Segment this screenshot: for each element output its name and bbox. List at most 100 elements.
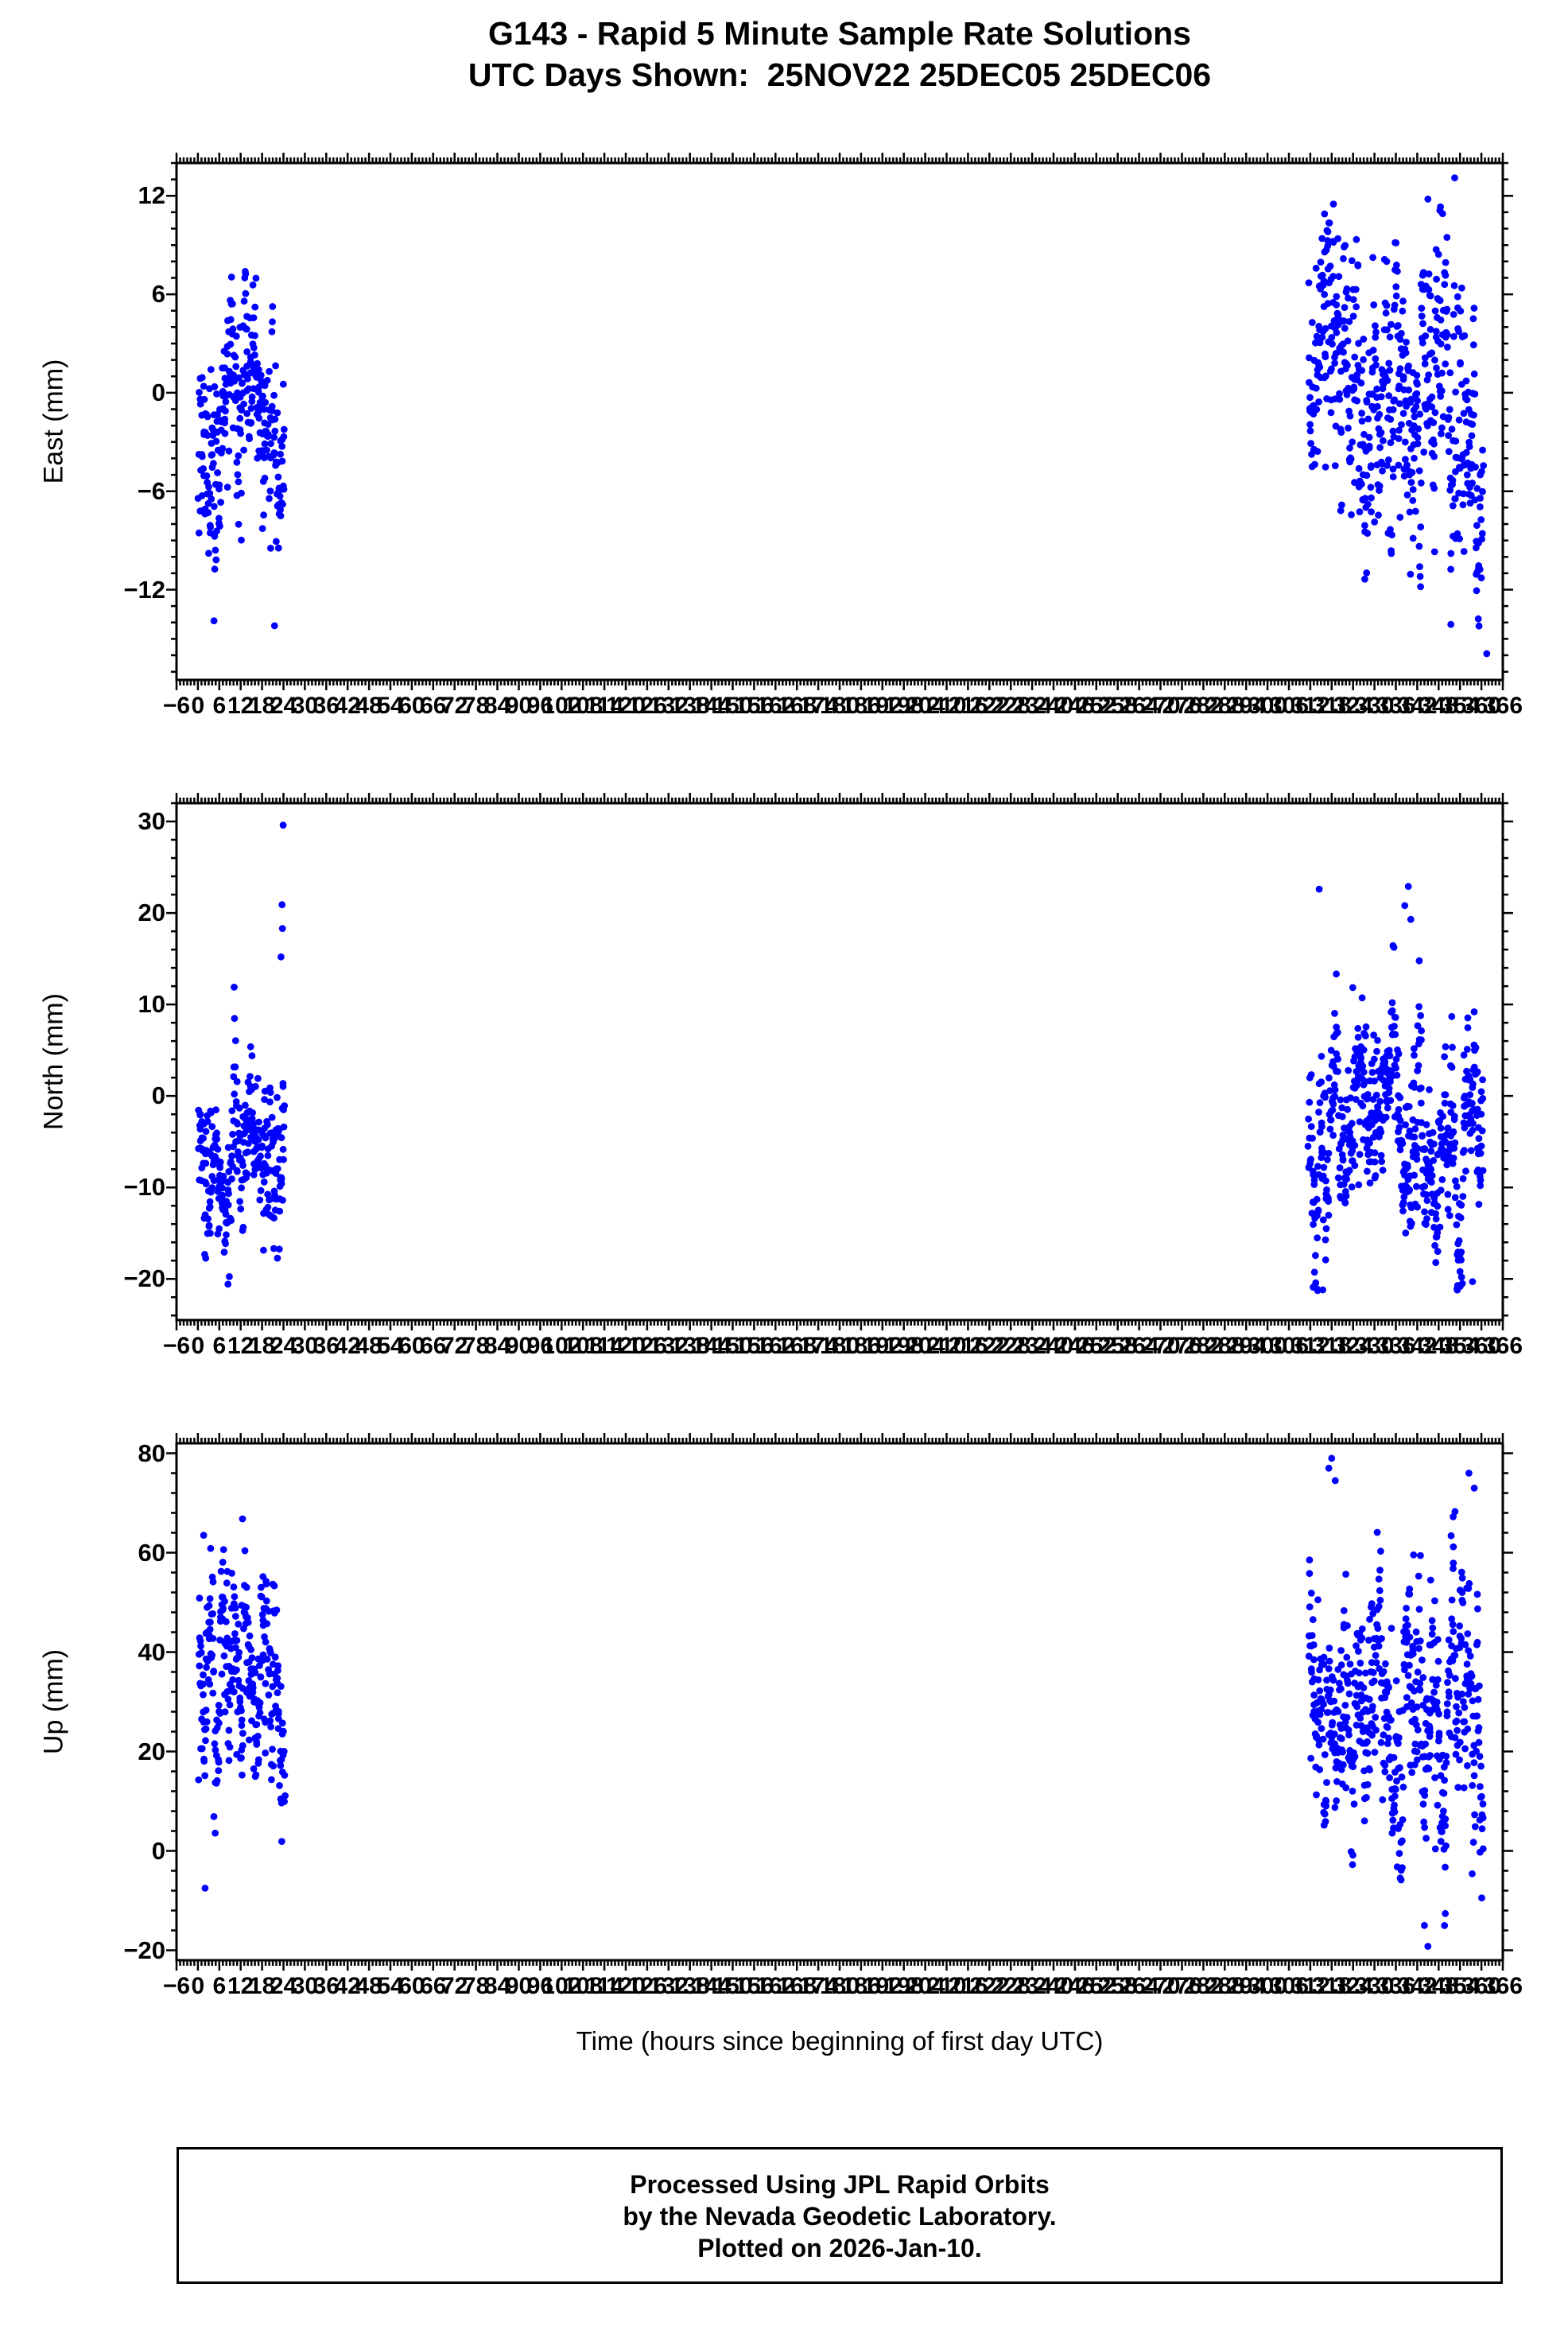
x-tick-label: 288 [1205,1333,1245,1359]
x-tick-label: 258 [1097,1973,1138,1999]
x-tick-label: 228 [991,693,1031,719]
plot-frame [175,161,1504,682]
x-tick-label: 216 [948,1333,988,1359]
x-tick-label: 138 [670,1333,710,1359]
x-tick-label: 126 [627,1973,667,1999]
footer-line2: by the Nevada Geodetic Laboratory. [623,2202,1057,2231]
east-axis-label: East (mm) [38,359,69,484]
x-tick-label: 84 [483,1973,511,1999]
x-tick-label: 258 [1097,1333,1138,1359]
y-tick-label: 6 [151,280,165,309]
x-tick-label: 72 [441,1973,468,1999]
y-tick-label: 0 [151,378,165,406]
x-tick-label: 132 [648,1333,689,1359]
plot-frame [175,1442,1504,1962]
x-tick-label: 312 [1290,693,1330,719]
x-tick-label: 144 [691,1973,732,1999]
up-subplot: −6 0 6 12 18 24 30 36 42 48 54 60 66 72 78 84 90 96 102 108… [123,1429,1523,2010]
x-tick-label: 330 [1354,1973,1395,1999]
x-tick-label: 174 [798,1333,839,1359]
x-tick-label: 276 [1162,1333,1202,1359]
x-tick-label: 234 [1012,1333,1053,1359]
x-tick-label: 342 [1397,693,1438,719]
x-tick-label: 168 [777,1333,817,1359]
x-tick-label: 24 [270,693,297,719]
x-tick-label: 222 [969,1973,1010,1999]
x-tick-label: 294 [1226,693,1267,719]
x-tick-label: 36 [312,1333,340,1359]
x-tick-label: 126 [627,1333,667,1359]
x-tick-label: 228 [991,1973,1031,1999]
x-tick-label: 84 [483,1333,511,1359]
x-tick-label: 168 [777,1973,817,1999]
y-tick-label: 20 [138,1737,165,1765]
y-tick-label: 60 [138,1538,165,1567]
x-tick-label: 42 [334,693,361,719]
x-tick-label: 354 [1440,693,1481,719]
x-tick-label: 78 [462,1973,490,1999]
x-tick-label: 150 [712,1973,753,1999]
x-tick-label: 84 [483,693,511,719]
x-tick-label: 282 [1183,693,1224,719]
x-tick-label: 222 [969,1333,1010,1359]
x-tick-label: 312 [1290,1333,1330,1359]
x-tick-label: 240 [1033,1973,1074,1999]
x-tick-label: 198 [883,693,924,719]
x-tick-label: 312 [1290,1973,1330,1999]
x-tick-label: 348 [1419,1973,1459,1999]
x-tick-label: 282 [1183,1973,1224,1999]
north-subplot: −6 0 6 12 18 24 30 36 42 48 54 60 66 72 78 84 90 96 102 108… [123,789,1523,1369]
x-tick-label: 24 [270,1973,297,1999]
x-tick-label: 132 [648,693,689,719]
x-tick-label: 360 [1461,1973,1502,1999]
x-tick-label: 300 [1248,693,1288,719]
x-tick-label: 120 [605,693,646,719]
x-tick-label: 294 [1226,1333,1267,1359]
x-tick-label: 54 [377,693,404,719]
x-tick-label: 24 [270,1333,297,1359]
x-tick-label: 264 [1119,693,1159,719]
x-tick-label: 270 [1140,1973,1181,1999]
x-tick-label: 270 [1140,1333,1181,1359]
x-tick-label: −6 [162,693,191,719]
y-tick-label: 80 [138,1439,165,1467]
x-tick-label: 198 [883,1973,924,1999]
x-tick-label: 252 [1076,693,1116,719]
x-tick-label: 30 [291,1973,319,1999]
x-tick-label: 174 [798,693,839,719]
x-tick-label: 336 [1376,1333,1416,1359]
x-tick-label: 252 [1076,1333,1116,1359]
x-tick-label: 156 [734,693,774,719]
x-tick-label: 240 [1033,1333,1074,1359]
x-tick-label: 30 [291,693,319,719]
x-tick-label: 174 [798,1973,839,1999]
x-tick-label: 366 [1482,1333,1523,1359]
x-tick-label: 324 [1333,693,1373,719]
axis-ticks [166,1433,1513,1971]
x-tick-label: 210 [926,693,967,719]
footer-line3: Plotted on 2026-Jan-10. [697,2234,982,2262]
chart-title: G143 - Rapid 5 Minute Sample Rate Soluti… [177,13,1503,95]
x-tick-label: 30 [291,1333,319,1359]
x-tick-label: 18 [248,1333,276,1359]
x-tick-label: 192 [862,1333,902,1359]
x-tick-label: 60 [398,693,425,719]
x-tick-label: 336 [1376,693,1416,719]
y-tick-label: 12 [138,181,165,210]
x-tick-label: 276 [1162,1973,1202,1999]
x-tick-label: 66 [420,1333,447,1359]
x-tick-label: 12 [227,693,254,719]
x-tick-label: 210 [926,1333,967,1359]
x-tick-label: 66 [420,1973,447,1999]
x-tick-label: 306 [1268,693,1310,719]
axis-ticks [166,153,1513,690]
chart-title-line1: G143 - Rapid 5 Minute Sample Rate Soluti… [488,15,1191,52]
scatter-points [195,821,1487,1295]
north-x-tick-labels: −6 0 6 12 18 24 30 36 42 48 54 60 66 72 78 84 90 96 102 108… [162,1333,1523,1365]
x-tick-label: 330 [1354,1333,1395,1359]
x-tick-label: 180 [819,1333,860,1359]
x-tick-label: 150 [712,1333,753,1359]
north-axis-label: North (mm) [38,993,69,1130]
y-tick-label: −12 [123,575,165,604]
x-tick-label: 60 [398,1973,425,1999]
